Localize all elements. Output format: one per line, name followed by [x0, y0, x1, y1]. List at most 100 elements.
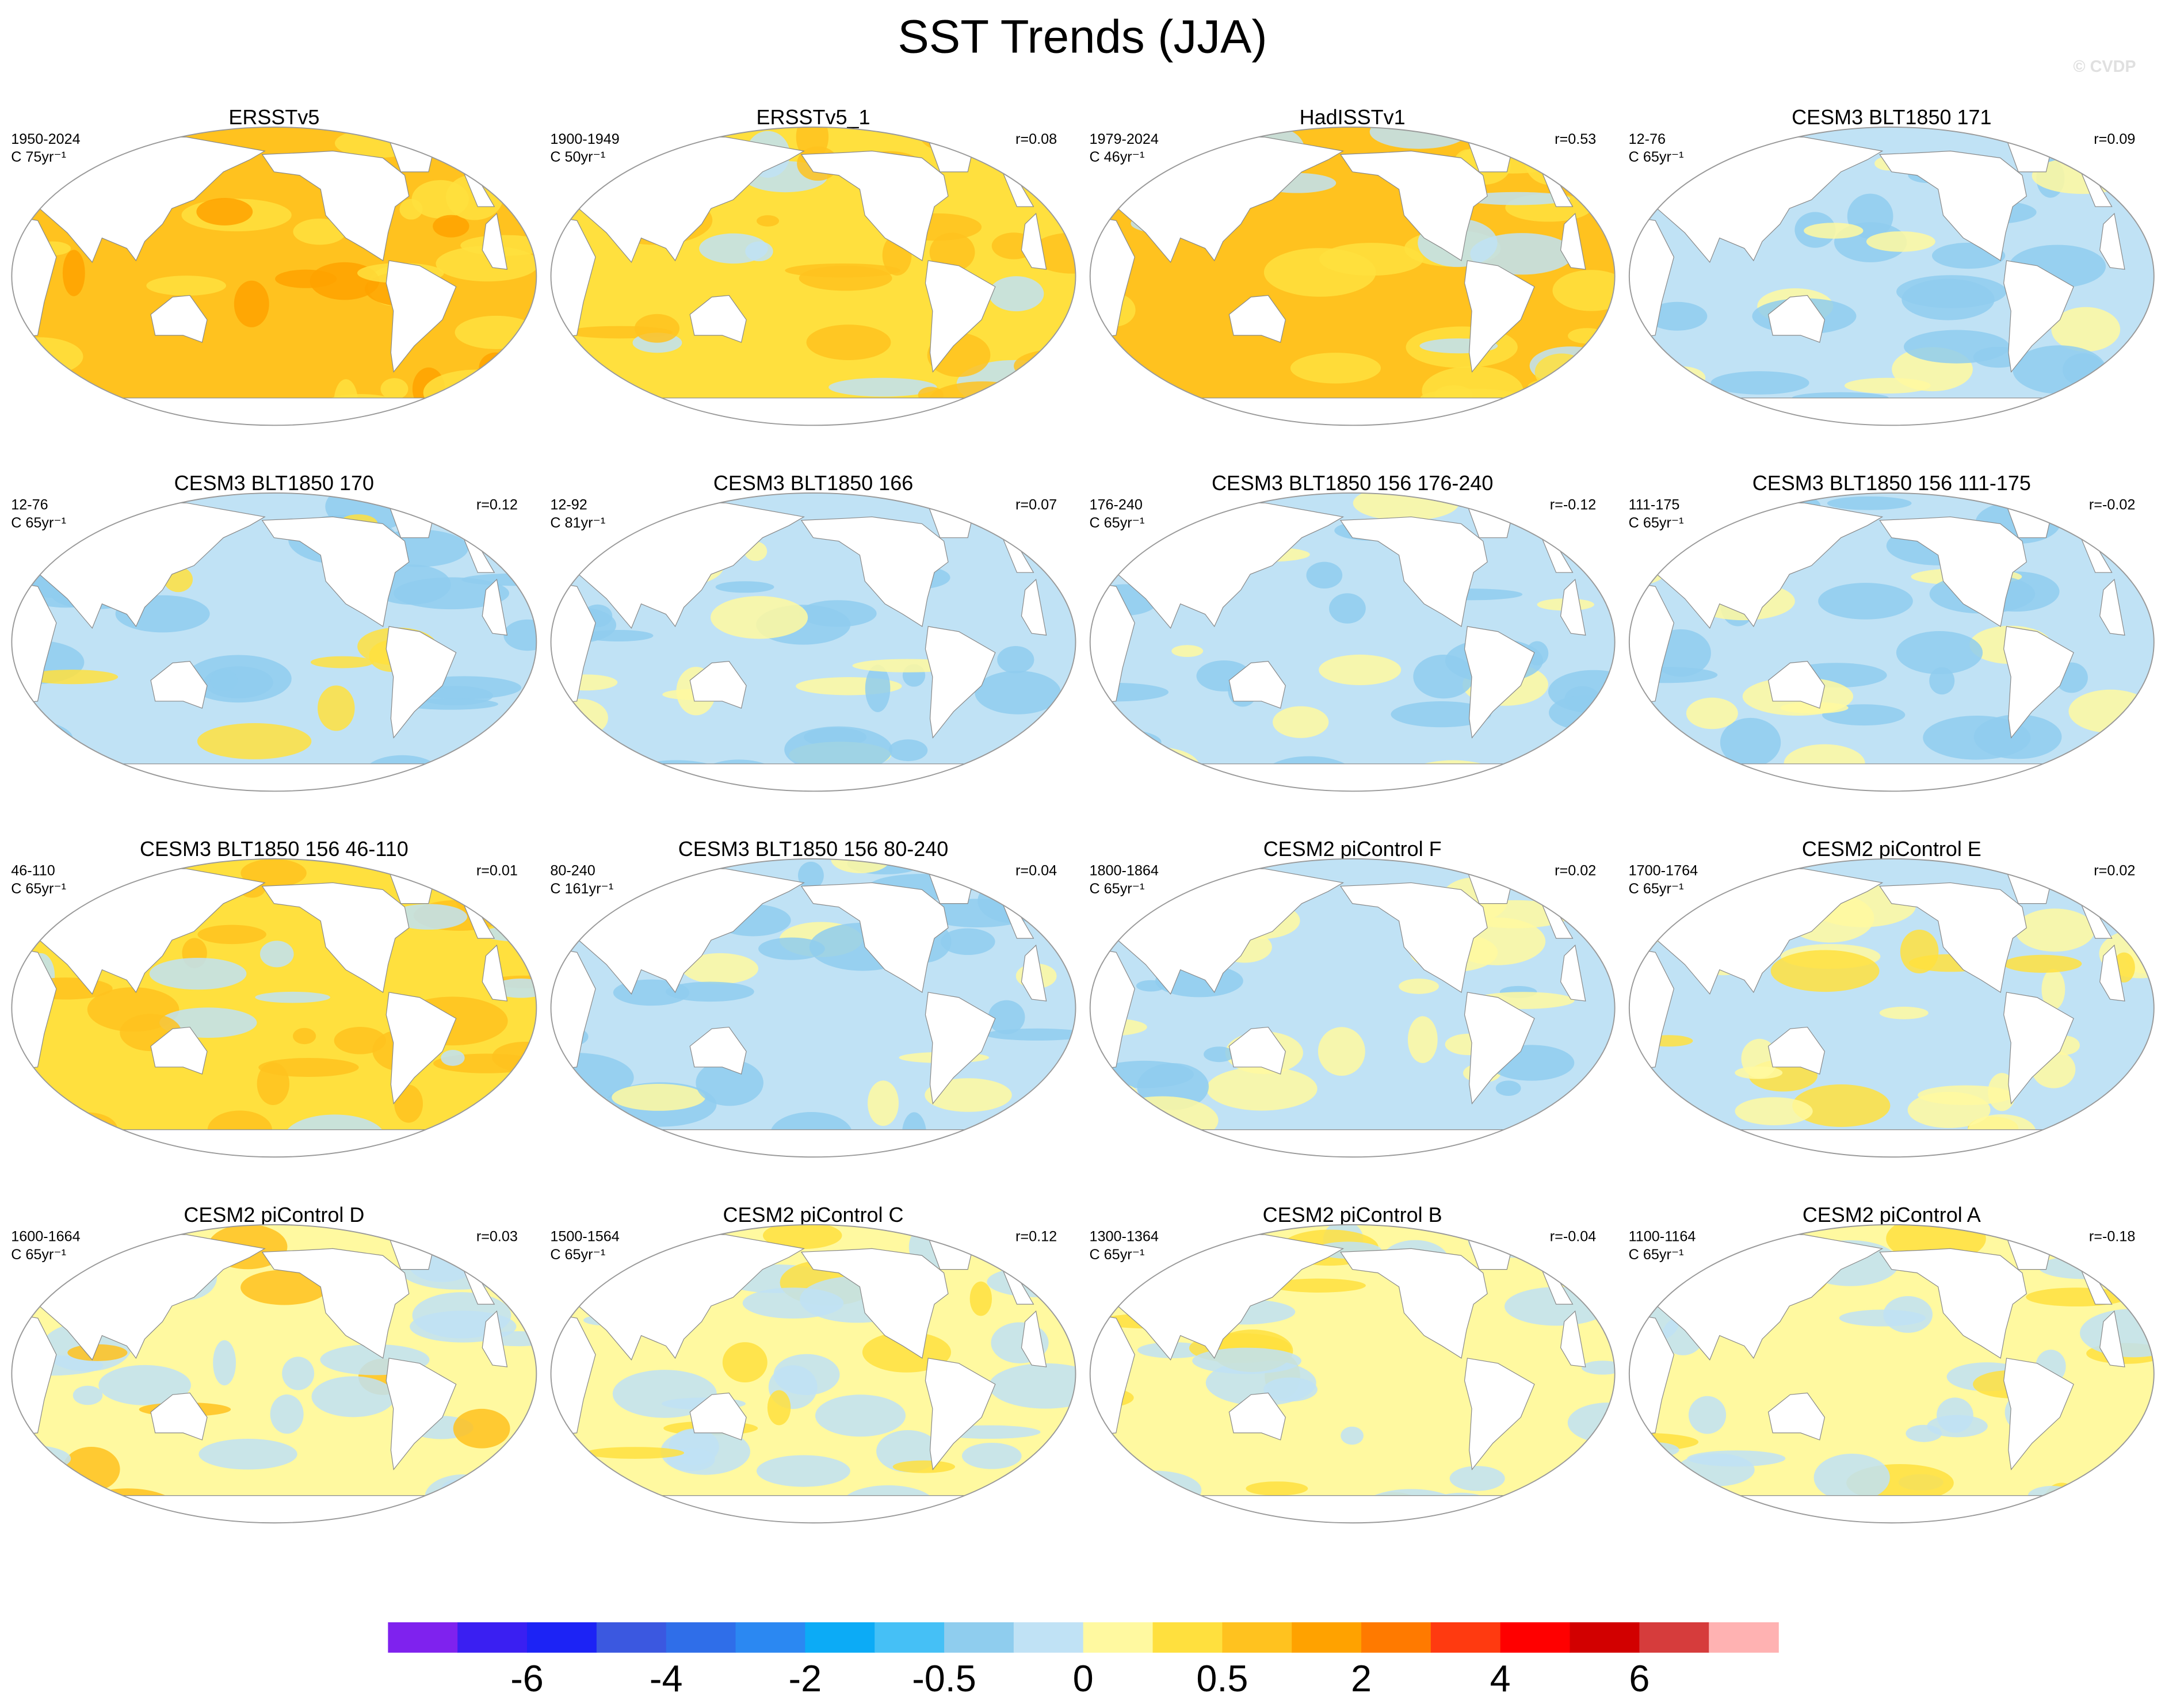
- anomaly-blob: [461, 385, 519, 410]
- anomaly-blob: [1735, 1097, 1813, 1125]
- map-outline: [1089, 858, 1616, 1158]
- panel-period: 1800-1864: [1089, 863, 1158, 879]
- anomaly-blob: [494, 184, 537, 201]
- anomaly-blob: [784, 726, 892, 773]
- anomaly-blob: [12, 392, 37, 411]
- anomaly-blob: [985, 1028, 1076, 1041]
- anomaly-blob: [390, 904, 467, 930]
- colorbar-swatch: [596, 1622, 667, 1653]
- map-panel: HadISSTv1 1979-2024 C 46yr⁻¹ r=0.53: [1089, 105, 1616, 426]
- panel-length: C 65yr⁻¹: [11, 515, 66, 531]
- anomaly-blob: [1318, 1027, 1365, 1076]
- map-outline: [1628, 1224, 2155, 1524]
- anomaly-blob: [1206, 1067, 1318, 1111]
- anomaly-blob: [75, 1488, 180, 1523]
- colorbar-swatch: [1222, 1622, 1292, 1653]
- anomaly-blob: [1306, 561, 1343, 589]
- map-field: [1090, 127, 1615, 426]
- map-field: [12, 127, 537, 426]
- land: [1560, 1310, 1586, 1367]
- land: [2099, 212, 2125, 270]
- anomaly-blob: [1804, 223, 1864, 239]
- land: [1464, 626, 1535, 739]
- panel-period: 12-76: [11, 497, 48, 513]
- land: [1228, 295, 1286, 343]
- land: [1339, 882, 1488, 993]
- anomaly-blob: [1879, 1006, 1929, 1019]
- land: [261, 1248, 410, 1359]
- anomaly-blob: [1792, 1084, 1891, 1127]
- anomaly-blob: [1687, 1450, 1786, 1467]
- anomaly-blob: [1263, 1377, 1318, 1402]
- map-outline: [1089, 492, 1616, 792]
- panel-period: 1500-1564: [550, 1229, 619, 1245]
- anomaly-blob: [1160, 127, 1228, 152]
- anomaly-blob: [1549, 695, 1615, 731]
- anomaly-blob: [1647, 301, 1708, 331]
- land: [800, 150, 949, 262]
- anomaly-blob: [2041, 969, 2065, 1010]
- map-outline: [11, 1224, 537, 1524]
- anomaly-blob: [185, 655, 292, 703]
- panel-period: 1979-2024: [1089, 131, 1158, 147]
- anomaly-blob: [1192, 1347, 1301, 1374]
- panel-length: C 46yr⁻¹: [1089, 149, 1144, 165]
- anomaly-blob: [282, 1357, 315, 1390]
- map-outline: [550, 858, 1076, 1158]
- anomaly-blob: [1413, 654, 1474, 699]
- land: [689, 295, 747, 343]
- land: [689, 1026, 747, 1075]
- anomaly-blob: [259, 941, 294, 968]
- anomaly-blob: [940, 928, 995, 956]
- colorbar-swatch: [1152, 1622, 1223, 1653]
- panel-correlation: r=-0.12: [1550, 497, 1597, 513]
- panel-period: 1300-1364: [1089, 1229, 1158, 1245]
- land: [1228, 1026, 1286, 1075]
- figure-title: SST Trends (JJA): [898, 10, 1267, 63]
- anomaly-blob: [2109, 174, 2154, 202]
- anomaly-blob: [146, 276, 226, 296]
- land: [35, 763, 465, 792]
- land: [925, 260, 996, 373]
- panel-length: C 75yr⁻¹: [11, 149, 66, 165]
- land: [2099, 578, 2125, 636]
- anomaly-blob: [12, 733, 43, 754]
- land: [1228, 1392, 1286, 1440]
- land: [551, 1310, 596, 1435]
- anomaly-blob: [1171, 645, 1204, 658]
- land: [800, 882, 949, 993]
- land: [2003, 992, 2074, 1105]
- land: [1021, 944, 1047, 1002]
- panel-title: CESM2 piControl E: [1802, 837, 1981, 861]
- land: [261, 516, 410, 627]
- anomaly-blob: [1178, 492, 1215, 518]
- map-panel: CESM3 BLT1850 171 12-76 C 65yr⁻¹ r=0.09: [1629, 105, 2155, 426]
- land: [574, 1495, 1005, 1523]
- land: [482, 212, 508, 270]
- colorbar-swatch: [1430, 1622, 1501, 1653]
- map-panel: CESM3 BLT1850 156 80-240 80-240 C 161yr⁻¹ r…: [550, 837, 1076, 1158]
- anomaly-blob: [988, 1000, 1025, 1034]
- colorbar-label: -6: [510, 1657, 544, 1699]
- anomaly-blob: [255, 991, 330, 1003]
- colorbar-swatch: [1083, 1622, 1154, 1653]
- anomaly-blob: [562, 1493, 642, 1518]
- anomaly-blob: [234, 280, 269, 327]
- map-panel: CESM2 piControl C 1500-1564 C 65yr⁻¹ r=0.12: [550, 1203, 1076, 1524]
- anomaly-blob: [495, 1459, 522, 1476]
- anomaly-blob: [997, 645, 1034, 674]
- land: [150, 1026, 208, 1075]
- colorbar-label: 2: [1351, 1657, 1372, 1699]
- anomaly-blob: [1581, 1361, 1615, 1375]
- anomaly-blob: [1341, 1426, 1364, 1445]
- land: [1113, 763, 1544, 792]
- map-field: [12, 1224, 537, 1523]
- anomaly-blob: [1901, 278, 1995, 320]
- land: [1339, 516, 1488, 627]
- anomaly-blob: [441, 1050, 465, 1066]
- colorbar-swatch: [1013, 1622, 1084, 1653]
- anomaly-blob: [551, 1263, 569, 1286]
- map-field: [1090, 858, 1615, 1157]
- anomaly-blob: [1096, 1083, 1137, 1102]
- land: [800, 1248, 949, 1359]
